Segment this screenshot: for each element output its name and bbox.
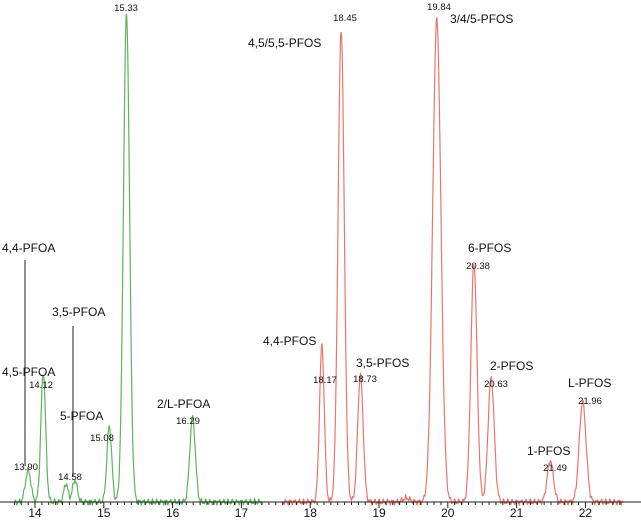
peak-rt-label: 20.38 (466, 261, 490, 272)
trace-line-0 (13, 13, 263, 507)
peak-name-label: 2/L-PFOA (157, 397, 210, 411)
peak-name-label: 3,5-PFOA (52, 305, 105, 319)
peak-rt-label: 18.45 (333, 13, 357, 24)
peak-rt-label: 15.08 (90, 433, 114, 444)
traces-layer (13, 13, 624, 507)
x-tick-label: 15 (97, 506, 111, 520)
x-tick-label: 17 (235, 506, 249, 520)
x-tick-label: 19 (372, 506, 386, 520)
peak-name-label: L-PFOS (568, 376, 611, 390)
peak-name-label: 6-PFOS (468, 241, 511, 255)
x-tick-label: 14 (28, 506, 42, 520)
peak-rt-label: 18.17 (313, 375, 337, 386)
peak-name-label: 4,5/5,5-PFOS (248, 36, 321, 50)
peak-rt-label: 13.90 (14, 462, 38, 473)
peak-rt-label: 14.58 (58, 472, 82, 483)
peak-name-label: 3,5-PFOS (356, 356, 409, 370)
peak-name-label: 3/4/5-PFOS (450, 12, 513, 26)
peak-labels-layer: 13.90 4,5-PFOA 4,4-PFOA 14.12 14.58 5-PFOA 3,5… (2, 2, 611, 483)
peak-name-label: 4,4-PFOA (2, 241, 55, 255)
peak-name-label: 5-PFOA (60, 409, 103, 423)
peak-rt-label: 15.33 (114, 3, 138, 14)
trace-line-1 (282, 16, 624, 507)
x-axis: 14 15 16 17 18 19 20 21 22 (0, 501, 641, 520)
peak-rt-label: 18.73 (353, 374, 377, 385)
peak-rt-label: 21.49 (543, 463, 567, 474)
x-tick-label: 22 (579, 506, 593, 520)
x-tick-label: 20 (441, 506, 455, 520)
peak-rt-label: 20.63 (484, 379, 508, 390)
peak-name-label: 1-PFOS (527, 444, 570, 458)
x-tick-label: 21 (510, 506, 524, 520)
peak-rt-label: 19.84 (427, 2, 451, 13)
x-tick-label: 16 (166, 506, 180, 520)
peak-rt-label: 21.96 (578, 396, 602, 407)
peak-rt-label: 14.12 (29, 380, 53, 391)
peak-name-label: 4,5-PFOA (2, 365, 55, 379)
peak-name-label: 2-PFOS (490, 359, 533, 373)
x-tick-label: 18 (304, 506, 318, 520)
peak-name-label: 4,4-PFOS (263, 334, 316, 348)
peak-rt-label: 16.29 (176, 416, 200, 427)
